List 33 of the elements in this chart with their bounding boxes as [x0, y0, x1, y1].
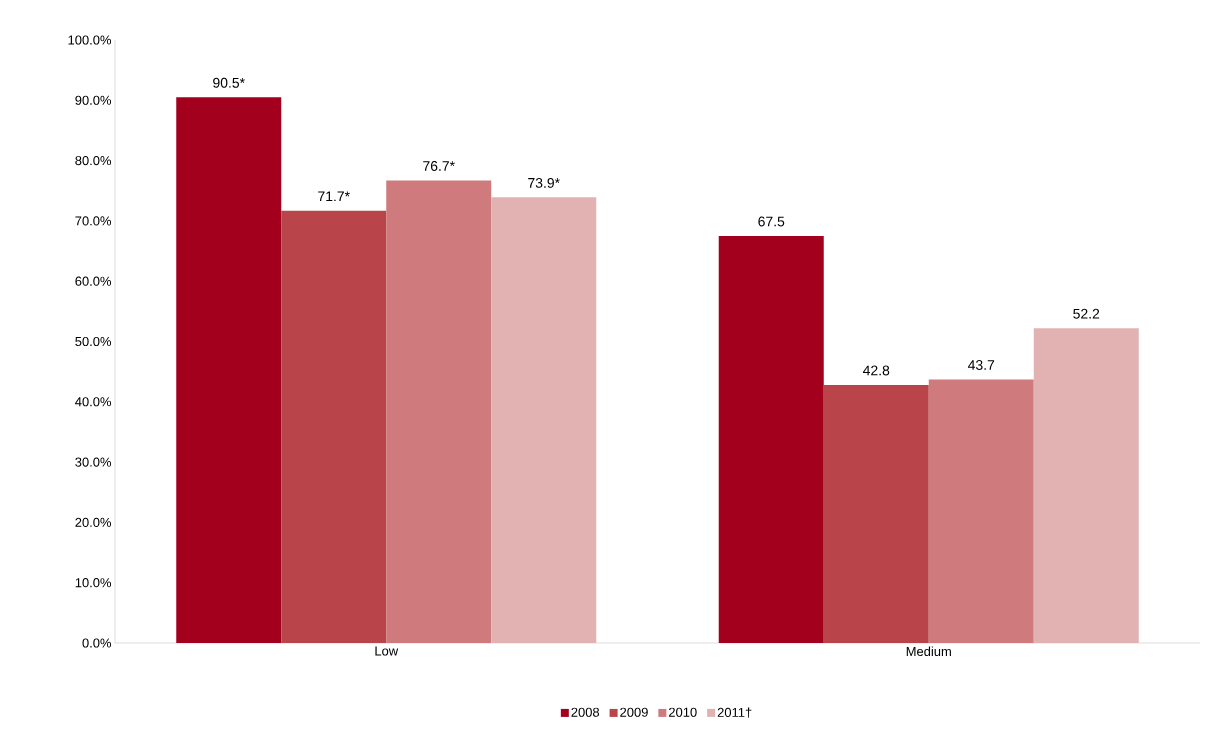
- y-tick-label: 60.0%: [75, 276, 112, 286]
- legend-label: 2008: [571, 707, 600, 717]
- x-tick-label: Medium: [906, 646, 951, 657]
- legend-label: 2011†: [717, 707, 752, 718]
- data-label: 90.5*: [213, 77, 245, 88]
- legend-label: 2009: [620, 707, 648, 717]
- y-tick-label: 0.0%: [82, 638, 112, 648]
- data-label: 43.7: [967, 360, 995, 370]
- x-tick-label: Low: [375, 646, 399, 656]
- y-tick-label: 70.0%: [75, 216, 112, 226]
- y-tick-label: 90.0%: [75, 95, 112, 105]
- y-tick-label: 10.0%: [75, 578, 112, 588]
- bar: [928, 379, 1034, 643]
- data-label: 52.2: [1073, 308, 1100, 319]
- y-tick-label: 80.0%: [75, 155, 112, 166]
- bar: [281, 210, 387, 643]
- data-label: 71.7*: [318, 191, 350, 202]
- y-tick-label: 40.0%: [75, 397, 112, 407]
- bar: [823, 384, 929, 643]
- y-tick-label: 20.0%: [75, 517, 112, 527]
- y-tick-label: 50.0%: [75, 336, 112, 347]
- data-label: 42.8: [862, 365, 890, 376]
- bar: [491, 197, 597, 643]
- bar: [176, 97, 282, 643]
- y-tick-label: 30.0%: [75, 457, 112, 467]
- legend-label: 2010: [669, 707, 697, 717]
- data-label: 67.5: [758, 216, 785, 227]
- bar: [1033, 328, 1139, 643]
- data-label: 76.7*: [423, 161, 455, 171]
- y-tick-label: 100.0%: [68, 35, 112, 45]
- bar: [386, 180, 492, 643]
- data-label: 73.9*: [528, 177, 560, 188]
- bar: [718, 235, 824, 643]
